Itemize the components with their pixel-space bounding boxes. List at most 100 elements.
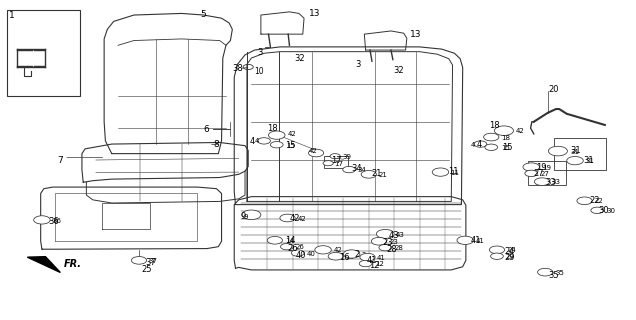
Text: 37: 37 — [146, 258, 156, 267]
Text: 33: 33 — [551, 179, 560, 185]
Text: 26: 26 — [287, 244, 298, 253]
Text: 6: 6 — [204, 124, 209, 133]
Text: 16: 16 — [339, 253, 350, 262]
Text: 24: 24 — [507, 247, 516, 253]
Circle shape — [359, 260, 372, 267]
Text: 1: 1 — [9, 12, 15, 20]
Circle shape — [567, 156, 583, 165]
Text: 41: 41 — [470, 236, 481, 245]
Circle shape — [371, 237, 387, 245]
Text: 41: 41 — [377, 255, 386, 261]
Text: 16: 16 — [345, 254, 354, 260]
Text: 42: 42 — [334, 247, 343, 253]
Circle shape — [291, 250, 304, 256]
Text: 23: 23 — [389, 239, 398, 245]
Circle shape — [258, 138, 270, 144]
Text: 9: 9 — [243, 214, 247, 220]
Circle shape — [34, 216, 50, 224]
Bar — [7, 10, 80, 96]
Text: FR.: FR. — [64, 259, 81, 269]
Text: 18: 18 — [489, 121, 500, 130]
Text: 15: 15 — [501, 145, 509, 151]
Text: 39: 39 — [342, 154, 351, 160]
Text: 28: 28 — [394, 245, 403, 251]
Text: 42: 42 — [298, 216, 307, 222]
Circle shape — [494, 126, 513, 135]
Circle shape — [343, 166, 356, 173]
Text: 35: 35 — [548, 271, 559, 280]
Text: 10: 10 — [254, 67, 264, 76]
Bar — [528, 161, 566, 186]
Text: 43: 43 — [389, 231, 399, 240]
Text: 8: 8 — [213, 140, 219, 149]
Text: 32: 32 — [393, 66, 403, 75]
Circle shape — [379, 244, 392, 251]
Text: 4: 4 — [476, 140, 482, 149]
Bar — [324, 156, 349, 168]
Text: 19: 19 — [536, 163, 546, 172]
Circle shape — [525, 170, 537, 177]
Text: 42: 42 — [290, 214, 301, 223]
Text: 2: 2 — [355, 250, 360, 259]
Circle shape — [315, 246, 331, 254]
Circle shape — [591, 207, 604, 213]
Text: 15: 15 — [285, 141, 296, 150]
Bar — [554, 138, 606, 170]
Circle shape — [490, 253, 503, 260]
Text: 34: 34 — [352, 164, 363, 173]
Circle shape — [457, 236, 473, 244]
Circle shape — [523, 163, 539, 171]
Text: 31: 31 — [586, 158, 595, 164]
Text: 4: 4 — [250, 137, 255, 146]
Text: 22: 22 — [594, 198, 603, 204]
Circle shape — [432, 168, 449, 176]
Circle shape — [534, 178, 550, 186]
Circle shape — [243, 64, 253, 69]
Text: 41: 41 — [366, 257, 377, 266]
Text: 31: 31 — [583, 156, 594, 164]
Text: 13: 13 — [410, 30, 422, 39]
Text: 13: 13 — [308, 9, 320, 18]
Text: 40: 40 — [296, 251, 307, 260]
Text: 5: 5 — [200, 10, 206, 19]
Text: 36: 36 — [53, 218, 62, 224]
Circle shape — [548, 146, 567, 156]
Circle shape — [323, 161, 333, 166]
Circle shape — [242, 210, 261, 220]
Text: 11: 11 — [450, 170, 459, 176]
Circle shape — [280, 244, 293, 250]
Text: 32: 32 — [294, 54, 305, 63]
Circle shape — [483, 133, 499, 141]
Circle shape — [377, 229, 394, 238]
Text: 42: 42 — [308, 148, 317, 154]
Text: 11: 11 — [448, 167, 459, 176]
Circle shape — [474, 141, 487, 147]
Text: 15: 15 — [286, 143, 295, 149]
Text: 25: 25 — [142, 265, 152, 275]
Polygon shape — [27, 257, 60, 272]
Text: 21: 21 — [378, 172, 387, 178]
Text: 23: 23 — [383, 238, 393, 247]
Text: 20: 20 — [548, 85, 559, 94]
Text: 33: 33 — [545, 178, 556, 187]
Text: 30: 30 — [598, 206, 609, 215]
Text: 3: 3 — [355, 60, 360, 69]
Circle shape — [343, 250, 360, 258]
Circle shape — [360, 253, 375, 261]
Text: 29: 29 — [504, 253, 515, 262]
Text: 18: 18 — [267, 124, 278, 133]
Circle shape — [308, 149, 324, 157]
Text: 42: 42 — [516, 128, 525, 134]
Text: 28: 28 — [387, 245, 397, 254]
Text: 31: 31 — [570, 149, 579, 155]
Circle shape — [330, 154, 340, 159]
Text: 19: 19 — [542, 165, 551, 171]
Text: 3: 3 — [258, 48, 263, 57]
Text: 2: 2 — [361, 252, 366, 258]
Text: 17: 17 — [335, 161, 343, 167]
Text: 18: 18 — [501, 135, 510, 141]
Circle shape — [485, 144, 497, 150]
Text: 27: 27 — [540, 171, 549, 177]
Text: 27: 27 — [534, 169, 544, 178]
Circle shape — [268, 131, 285, 139]
